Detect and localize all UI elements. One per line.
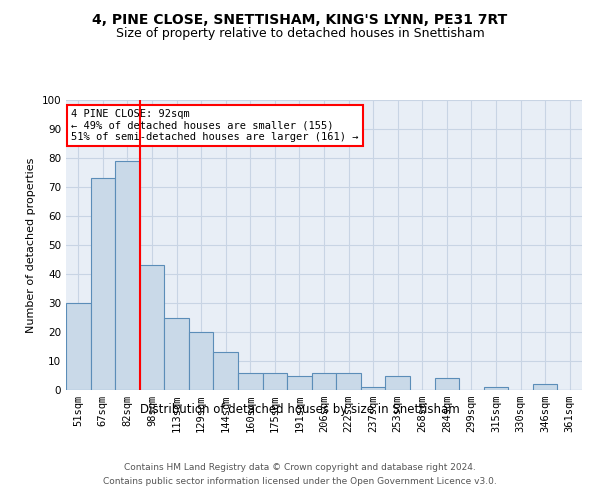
Text: Distribution of detached houses by size in Snettisham: Distribution of detached houses by size …	[140, 402, 460, 415]
Bar	[336, 372, 361, 390]
Text: 4 PINE CLOSE: 92sqm
← 49% of detached houses are smaller (155)
51% of semi-detac: 4 PINE CLOSE: 92sqm ← 49% of detached ho…	[71, 108, 359, 142]
Bar	[115, 161, 140, 390]
Bar	[263, 372, 287, 390]
Bar	[140, 266, 164, 390]
Bar	[287, 376, 312, 390]
Bar	[238, 372, 263, 390]
Bar	[361, 387, 385, 390]
Bar	[385, 376, 410, 390]
Y-axis label: Number of detached properties: Number of detached properties	[26, 158, 36, 332]
Text: Contains public sector information licensed under the Open Government Licence v3: Contains public sector information licen…	[103, 477, 497, 486]
Text: Size of property relative to detached houses in Snettisham: Size of property relative to detached ho…	[116, 28, 484, 40]
Bar	[214, 352, 238, 390]
Bar	[312, 372, 336, 390]
Bar	[434, 378, 459, 390]
Bar	[484, 387, 508, 390]
Text: 4, PINE CLOSE, SNETTISHAM, KING'S LYNN, PE31 7RT: 4, PINE CLOSE, SNETTISHAM, KING'S LYNN, …	[92, 12, 508, 26]
Bar	[164, 318, 189, 390]
Bar	[533, 384, 557, 390]
Text: Contains HM Land Registry data © Crown copyright and database right 2024.: Contains HM Land Registry data © Crown c…	[124, 464, 476, 472]
Bar	[189, 332, 214, 390]
Bar	[66, 303, 91, 390]
Bar	[91, 178, 115, 390]
